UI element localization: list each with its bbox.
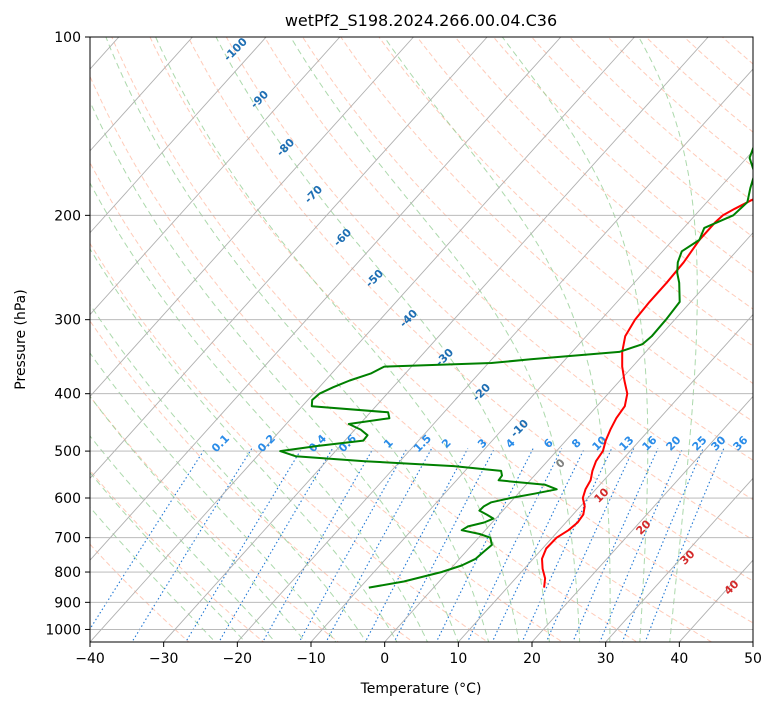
isotherm-line bbox=[236, 68, 753, 642]
x-tick-label: 50 bbox=[744, 651, 762, 667]
y-tick-label: 200 bbox=[54, 208, 81, 224]
mixing-ratio-line bbox=[644, 448, 725, 642]
moist-adiabat-line bbox=[290, 37, 581, 642]
chart-title: wetPf2_S198.2024.266.00.04.C36 bbox=[285, 11, 557, 31]
dry-adiabat-line bbox=[111, 37, 713, 642]
isotherm-line bbox=[90, 37, 193, 152]
isotherm-line bbox=[90, 37, 562, 561]
dry-adiabat-line bbox=[302, 37, 753, 461]
y-tick-label: 700 bbox=[54, 531, 81, 547]
moist-adiabat-line bbox=[501, 37, 649, 642]
x-tick-label: 0 bbox=[380, 651, 389, 667]
y-tick-label: 400 bbox=[54, 387, 81, 403]
dry-adiabat-line bbox=[90, 161, 564, 642]
x-tick-label: −40 bbox=[75, 651, 105, 667]
dry-adiabat-line bbox=[225, 37, 753, 541]
mixing-ratio-line bbox=[364, 448, 469, 642]
isotherm-line bbox=[90, 37, 488, 479]
y-tick-label: 1000 bbox=[45, 622, 81, 638]
isobar-gridlines bbox=[90, 37, 753, 630]
isotherm-line bbox=[163, 37, 709, 642]
x-tick-label: 40 bbox=[670, 651, 688, 667]
mixing-ratio-line bbox=[435, 448, 534, 642]
x-axis-ticks: −40 −30 −20 −10 0 10 20 30 40 50 bbox=[75, 642, 762, 667]
x-tick-label: −30 bbox=[149, 651, 179, 667]
isotherm-line bbox=[605, 477, 753, 642]
isotherm-line bbox=[531, 395, 753, 642]
dry-adiabat-line bbox=[340, 37, 753, 423]
isotherm-line bbox=[90, 37, 341, 316]
dry-adiabat-line bbox=[187, 37, 753, 582]
y-tick-label: 300 bbox=[54, 313, 81, 329]
dry-adiabat-line bbox=[90, 75, 638, 642]
mixing-ratio-line bbox=[572, 448, 659, 642]
moist-adiabat-line bbox=[90, 100, 459, 642]
skewed-isotherms bbox=[90, 37, 753, 642]
y-tick-label: 800 bbox=[54, 565, 81, 581]
x-tick-label: 10 bbox=[449, 651, 467, 667]
moist-adiabat-line bbox=[90, 352, 337, 642]
x-tick-label: 20 bbox=[523, 651, 541, 667]
isotherm-line bbox=[384, 232, 753, 642]
y-tick-label: 600 bbox=[54, 491, 81, 507]
moist-adiabat-line bbox=[105, 37, 490, 642]
y-tick-label: 500 bbox=[54, 444, 81, 460]
isotherm-line bbox=[90, 37, 414, 398]
x-tick-label: 30 bbox=[597, 651, 615, 667]
mixing-ratio-line bbox=[545, 448, 635, 642]
y-tick-label: 100 bbox=[54, 30, 81, 46]
moist-adiabat-line bbox=[638, 37, 698, 642]
isotherm-line bbox=[90, 37, 267, 234]
isotherm-line bbox=[90, 37, 635, 642]
dry-adiabat-line bbox=[90, 395, 340, 642]
mixing-ratio-line bbox=[521, 448, 613, 642]
isotherm-line bbox=[310, 150, 753, 642]
dewpoint-line bbox=[279, 145, 753, 589]
y-axis-label: Pressure (hPa) bbox=[13, 289, 29, 389]
moist-adiabat-line bbox=[215, 37, 550, 642]
sounding-series bbox=[279, 145, 753, 589]
y-tick-label: 900 bbox=[54, 595, 81, 611]
x-tick-label: −10 bbox=[296, 651, 326, 667]
moist-adiabat-line bbox=[383, 37, 611, 642]
dry-adiabats bbox=[90, 37, 753, 642]
isotherm-line bbox=[457, 313, 753, 642]
dry-adiabat-line bbox=[90, 469, 265, 642]
dry-adiabat-line bbox=[454, 37, 753, 310]
mixing-ratio-line bbox=[393, 448, 495, 642]
plot-frame bbox=[89, 36, 754, 643]
x-axis-label: Temperature (°C) bbox=[360, 681, 482, 697]
y-axis-ticks: 100 200 300 400 500 600 700 800 900 1000 bbox=[45, 30, 90, 638]
x-tick-label: −20 bbox=[223, 651, 253, 667]
mixing-ratio-line bbox=[621, 448, 704, 642]
